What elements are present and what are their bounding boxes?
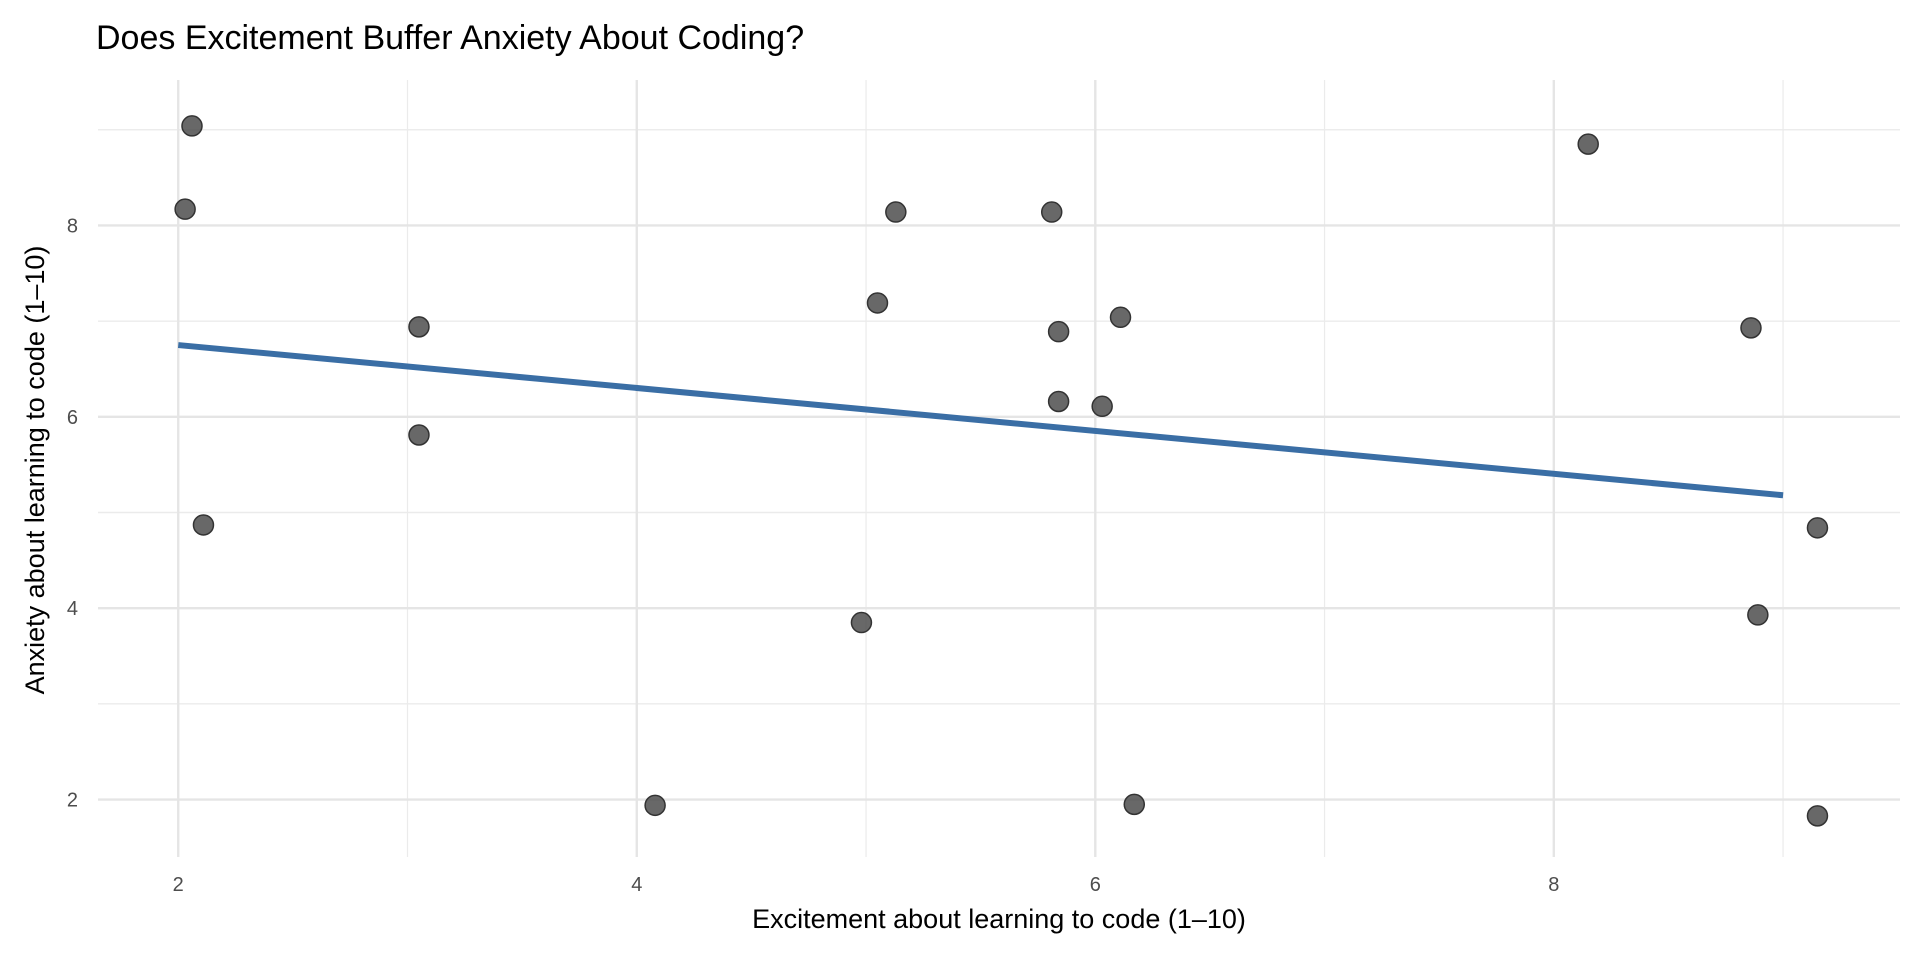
data-point xyxy=(192,514,215,536)
data-point xyxy=(1047,320,1070,343)
x-tick-label: 2 xyxy=(173,874,184,896)
data-point xyxy=(1577,133,1599,155)
data-point xyxy=(174,198,196,220)
data-point xyxy=(850,611,873,634)
data-point xyxy=(885,201,907,223)
y-tick-label: 8 xyxy=(67,215,78,237)
trend-line xyxy=(177,342,1784,499)
data-point xyxy=(1747,604,1769,626)
data-point xyxy=(408,424,430,446)
data-point xyxy=(1806,805,1829,827)
data-point xyxy=(181,115,203,137)
data-point xyxy=(1091,395,1113,418)
data-point xyxy=(1806,517,1829,539)
data-point xyxy=(1740,317,1762,339)
data-point xyxy=(866,292,889,314)
x-tick-label: 6 xyxy=(1090,874,1101,896)
data-point xyxy=(1047,390,1070,413)
data-point xyxy=(1109,306,1132,329)
y-tick-label: 2 xyxy=(67,790,78,812)
x-tick-label: 8 xyxy=(1548,874,1559,896)
y-tick-label: 4 xyxy=(67,598,78,620)
y-axis-title: Anxiety about learning to code (1–10) xyxy=(20,246,50,695)
points xyxy=(174,115,1829,827)
y-tick-label: 6 xyxy=(67,407,78,429)
data-point xyxy=(408,316,430,338)
data-point xyxy=(644,794,666,817)
x-tick-label: 4 xyxy=(631,874,642,896)
data-point xyxy=(1040,201,1063,223)
trend-line-group xyxy=(177,342,1784,499)
data-point xyxy=(1123,793,1146,816)
chart-title: Does Excitement Buffer Anxiety About Cod… xyxy=(96,19,804,57)
tick-labels: 2 4 6 8 2 4 6 8 xyxy=(67,215,1560,896)
grid xyxy=(98,80,1900,857)
x-axis-title: Excitement about learning to code (1–10) xyxy=(752,904,1246,934)
